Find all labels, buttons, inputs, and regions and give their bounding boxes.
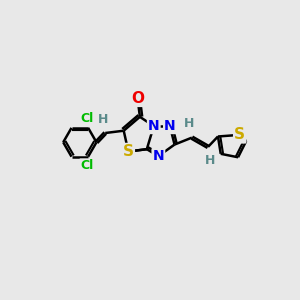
Text: N: N <box>164 119 176 133</box>
Text: N: N <box>148 119 160 133</box>
Text: S: S <box>123 144 134 159</box>
Text: N: N <box>153 149 164 163</box>
Text: H: H <box>184 117 195 130</box>
Text: Cl: Cl <box>80 112 94 125</box>
Text: S: S <box>234 128 245 142</box>
Text: O: O <box>131 91 144 106</box>
Text: H: H <box>205 154 215 167</box>
Text: H: H <box>98 113 108 126</box>
Text: Cl: Cl <box>80 159 94 172</box>
